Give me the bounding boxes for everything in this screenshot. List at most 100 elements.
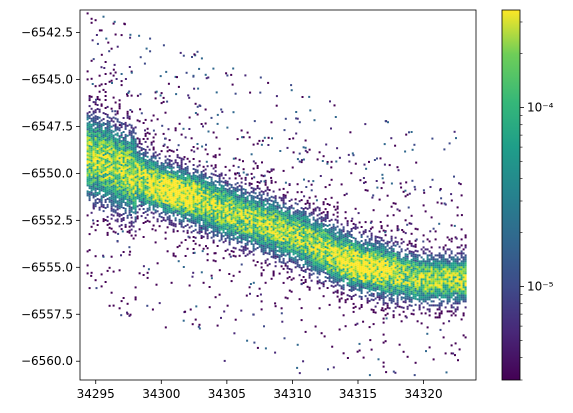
heatmap-cell xyxy=(240,209,243,212)
heatmap-cell xyxy=(354,279,357,282)
heatmap-cell xyxy=(162,174,165,177)
heatmap-cell xyxy=(260,244,263,247)
heatmap-cell xyxy=(268,211,271,214)
heatmap-cell xyxy=(142,196,145,198)
heatmap-cell xyxy=(260,248,263,251)
heatmap-cell xyxy=(178,164,181,167)
heatmap-cell xyxy=(322,263,325,266)
heatmap-cell xyxy=(190,191,193,194)
heatmap-cell xyxy=(302,264,305,266)
heatmap-cell xyxy=(322,241,325,244)
heatmap-cell xyxy=(166,198,169,201)
heatmap-cell xyxy=(92,128,95,131)
heatmap-cell xyxy=(130,150,133,153)
heatmap-cell xyxy=(358,263,361,266)
heatmap-cell xyxy=(100,197,103,200)
heatmap-cell xyxy=(106,153,109,156)
heatmap-cell xyxy=(106,197,109,200)
heatmap-cell xyxy=(158,225,161,228)
heatmap-cell xyxy=(122,195,125,197)
heatmap-cell xyxy=(314,195,317,198)
heatmap-cell xyxy=(244,204,247,207)
heatmap-cell xyxy=(158,157,161,160)
heatmap-cell xyxy=(174,179,177,182)
heatmap-cell xyxy=(280,233,283,236)
heatmap-cell xyxy=(192,184,195,186)
heatmap-cell xyxy=(92,196,95,199)
heatmap-cell xyxy=(364,273,367,276)
heatmap-cell xyxy=(316,264,319,267)
heatmap-cell xyxy=(86,180,89,183)
heatmap-cell xyxy=(134,186,137,189)
heatmap-cell xyxy=(194,190,197,193)
heatmap-cell xyxy=(148,198,151,201)
heatmap-cell xyxy=(170,281,173,284)
heatmap-cell xyxy=(136,205,139,208)
heatmap-cell xyxy=(320,236,323,239)
heatmap-cell xyxy=(192,206,195,208)
heatmap-cell xyxy=(168,173,171,176)
heatmap-cell xyxy=(198,196,201,199)
heatmap-cell xyxy=(132,185,135,188)
heatmap-cell xyxy=(138,182,141,185)
heatmap-cell xyxy=(206,181,209,184)
heatmap-cell xyxy=(114,191,117,194)
heatmap-cell xyxy=(366,253,369,256)
heatmap-cell xyxy=(198,186,201,189)
heatmap-cell xyxy=(350,298,353,300)
heatmap-cell xyxy=(214,156,217,159)
heatmap-cell xyxy=(354,271,357,274)
heatmap-cell xyxy=(340,285,343,288)
heatmap-cell xyxy=(170,207,173,210)
heatmap-cell xyxy=(120,154,123,157)
heatmap-cell xyxy=(86,140,89,143)
heatmap-cell xyxy=(310,233,313,236)
heatmap-cell xyxy=(162,186,165,189)
heatmap-cell xyxy=(208,224,211,226)
heatmap-cell xyxy=(198,208,201,211)
heatmap-cell xyxy=(246,233,249,236)
heatmap-cell xyxy=(144,190,147,193)
heatmap-cell xyxy=(272,232,275,235)
heatmap-cell xyxy=(344,257,347,260)
heatmap-cell xyxy=(224,203,227,206)
heatmap-cell xyxy=(312,212,315,215)
heatmap-cell xyxy=(164,171,167,174)
heatmap-cell xyxy=(336,211,339,214)
heatmap-cell xyxy=(188,194,191,197)
heatmap-cell xyxy=(108,188,111,191)
heatmap-cell xyxy=(334,236,337,239)
heatmap-cell xyxy=(328,245,331,248)
heatmap-cell xyxy=(178,194,181,197)
heatmap-cell xyxy=(262,217,265,220)
heatmap-cell xyxy=(182,208,185,211)
heatmap-cell xyxy=(330,258,333,261)
heatmap-cell xyxy=(320,220,323,223)
heatmap-cell xyxy=(114,159,117,162)
heatmap-cell xyxy=(184,207,187,209)
heatmap-cell xyxy=(370,276,373,279)
heatmap-cell xyxy=(310,183,313,186)
heatmap-cell xyxy=(124,149,127,152)
heatmap-cell xyxy=(208,176,211,178)
heatmap-cell xyxy=(90,129,93,132)
heatmap-cell xyxy=(134,220,137,223)
heatmap-cell xyxy=(122,159,125,161)
heatmap-cell xyxy=(368,290,371,293)
heatmap-cell xyxy=(220,224,223,227)
heatmap-cell xyxy=(260,210,263,213)
heatmap-cell xyxy=(222,219,225,222)
heatmap-cell xyxy=(192,174,195,176)
heatmap-cell xyxy=(316,226,319,229)
heatmap-cell xyxy=(366,271,369,274)
heatmap-cell xyxy=(214,218,217,221)
heatmap-cell xyxy=(316,228,319,231)
heatmap-cell xyxy=(200,215,203,217)
heatmap-cell xyxy=(368,278,371,281)
heatmap-cell xyxy=(214,192,217,195)
heatmap-cell xyxy=(302,244,305,246)
heatmap-cell xyxy=(256,233,259,235)
heatmap-cell xyxy=(178,200,181,203)
heatmap-cell xyxy=(140,195,143,198)
heatmap-cell xyxy=(104,83,107,85)
